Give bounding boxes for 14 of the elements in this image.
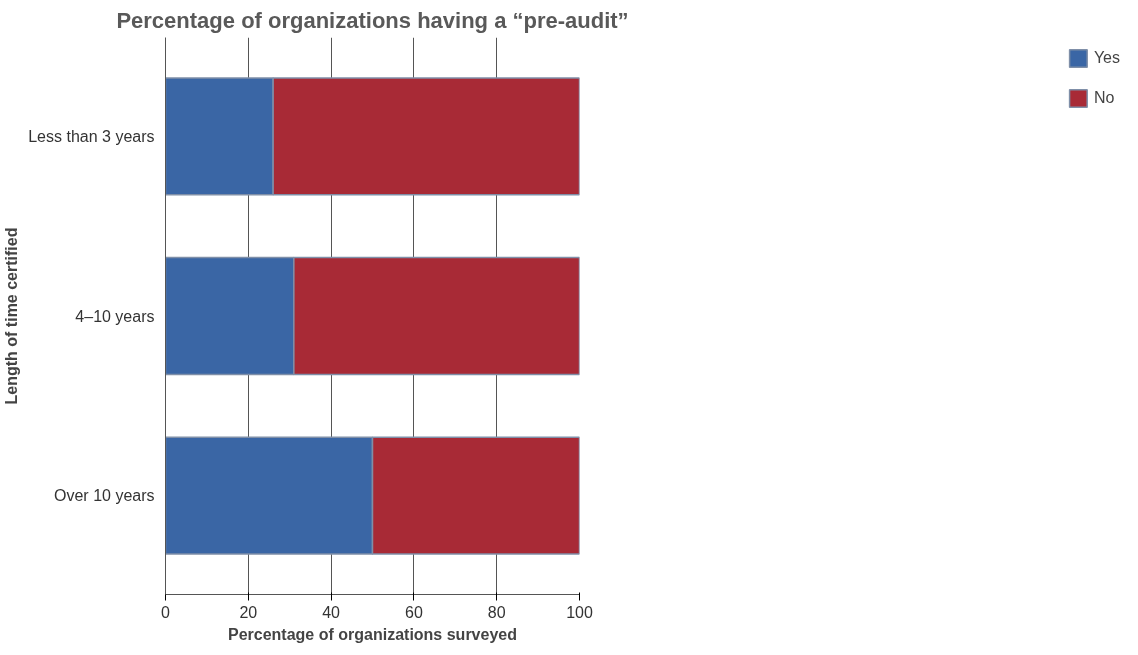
x-axis-title: Percentage of organizations surveyed — [228, 625, 517, 643]
x-tick-label: 40 — [322, 603, 341, 621]
chart-title: Percentage of organizations having a “pre-audit” — [116, 7, 629, 33]
legend-label: Yes — [1093, 49, 1120, 67]
x-tick-label: 100 — [566, 603, 593, 621]
x-tick-label: 20 — [239, 603, 258, 621]
y-tick-label: Less than 3 years — [28, 127, 155, 145]
x-tick-label: 0 — [161, 603, 171, 621]
y-tick-label: Over 10 years — [54, 487, 155, 505]
y-axis-title: Length of time certified — [3, 227, 21, 405]
x-tick-label: 60 — [405, 603, 423, 621]
x-tick-label: 80 — [487, 603, 506, 621]
y-tick-label: 4–10 years — [75, 307, 155, 325]
legend-label: No — [1093, 89, 1115, 107]
